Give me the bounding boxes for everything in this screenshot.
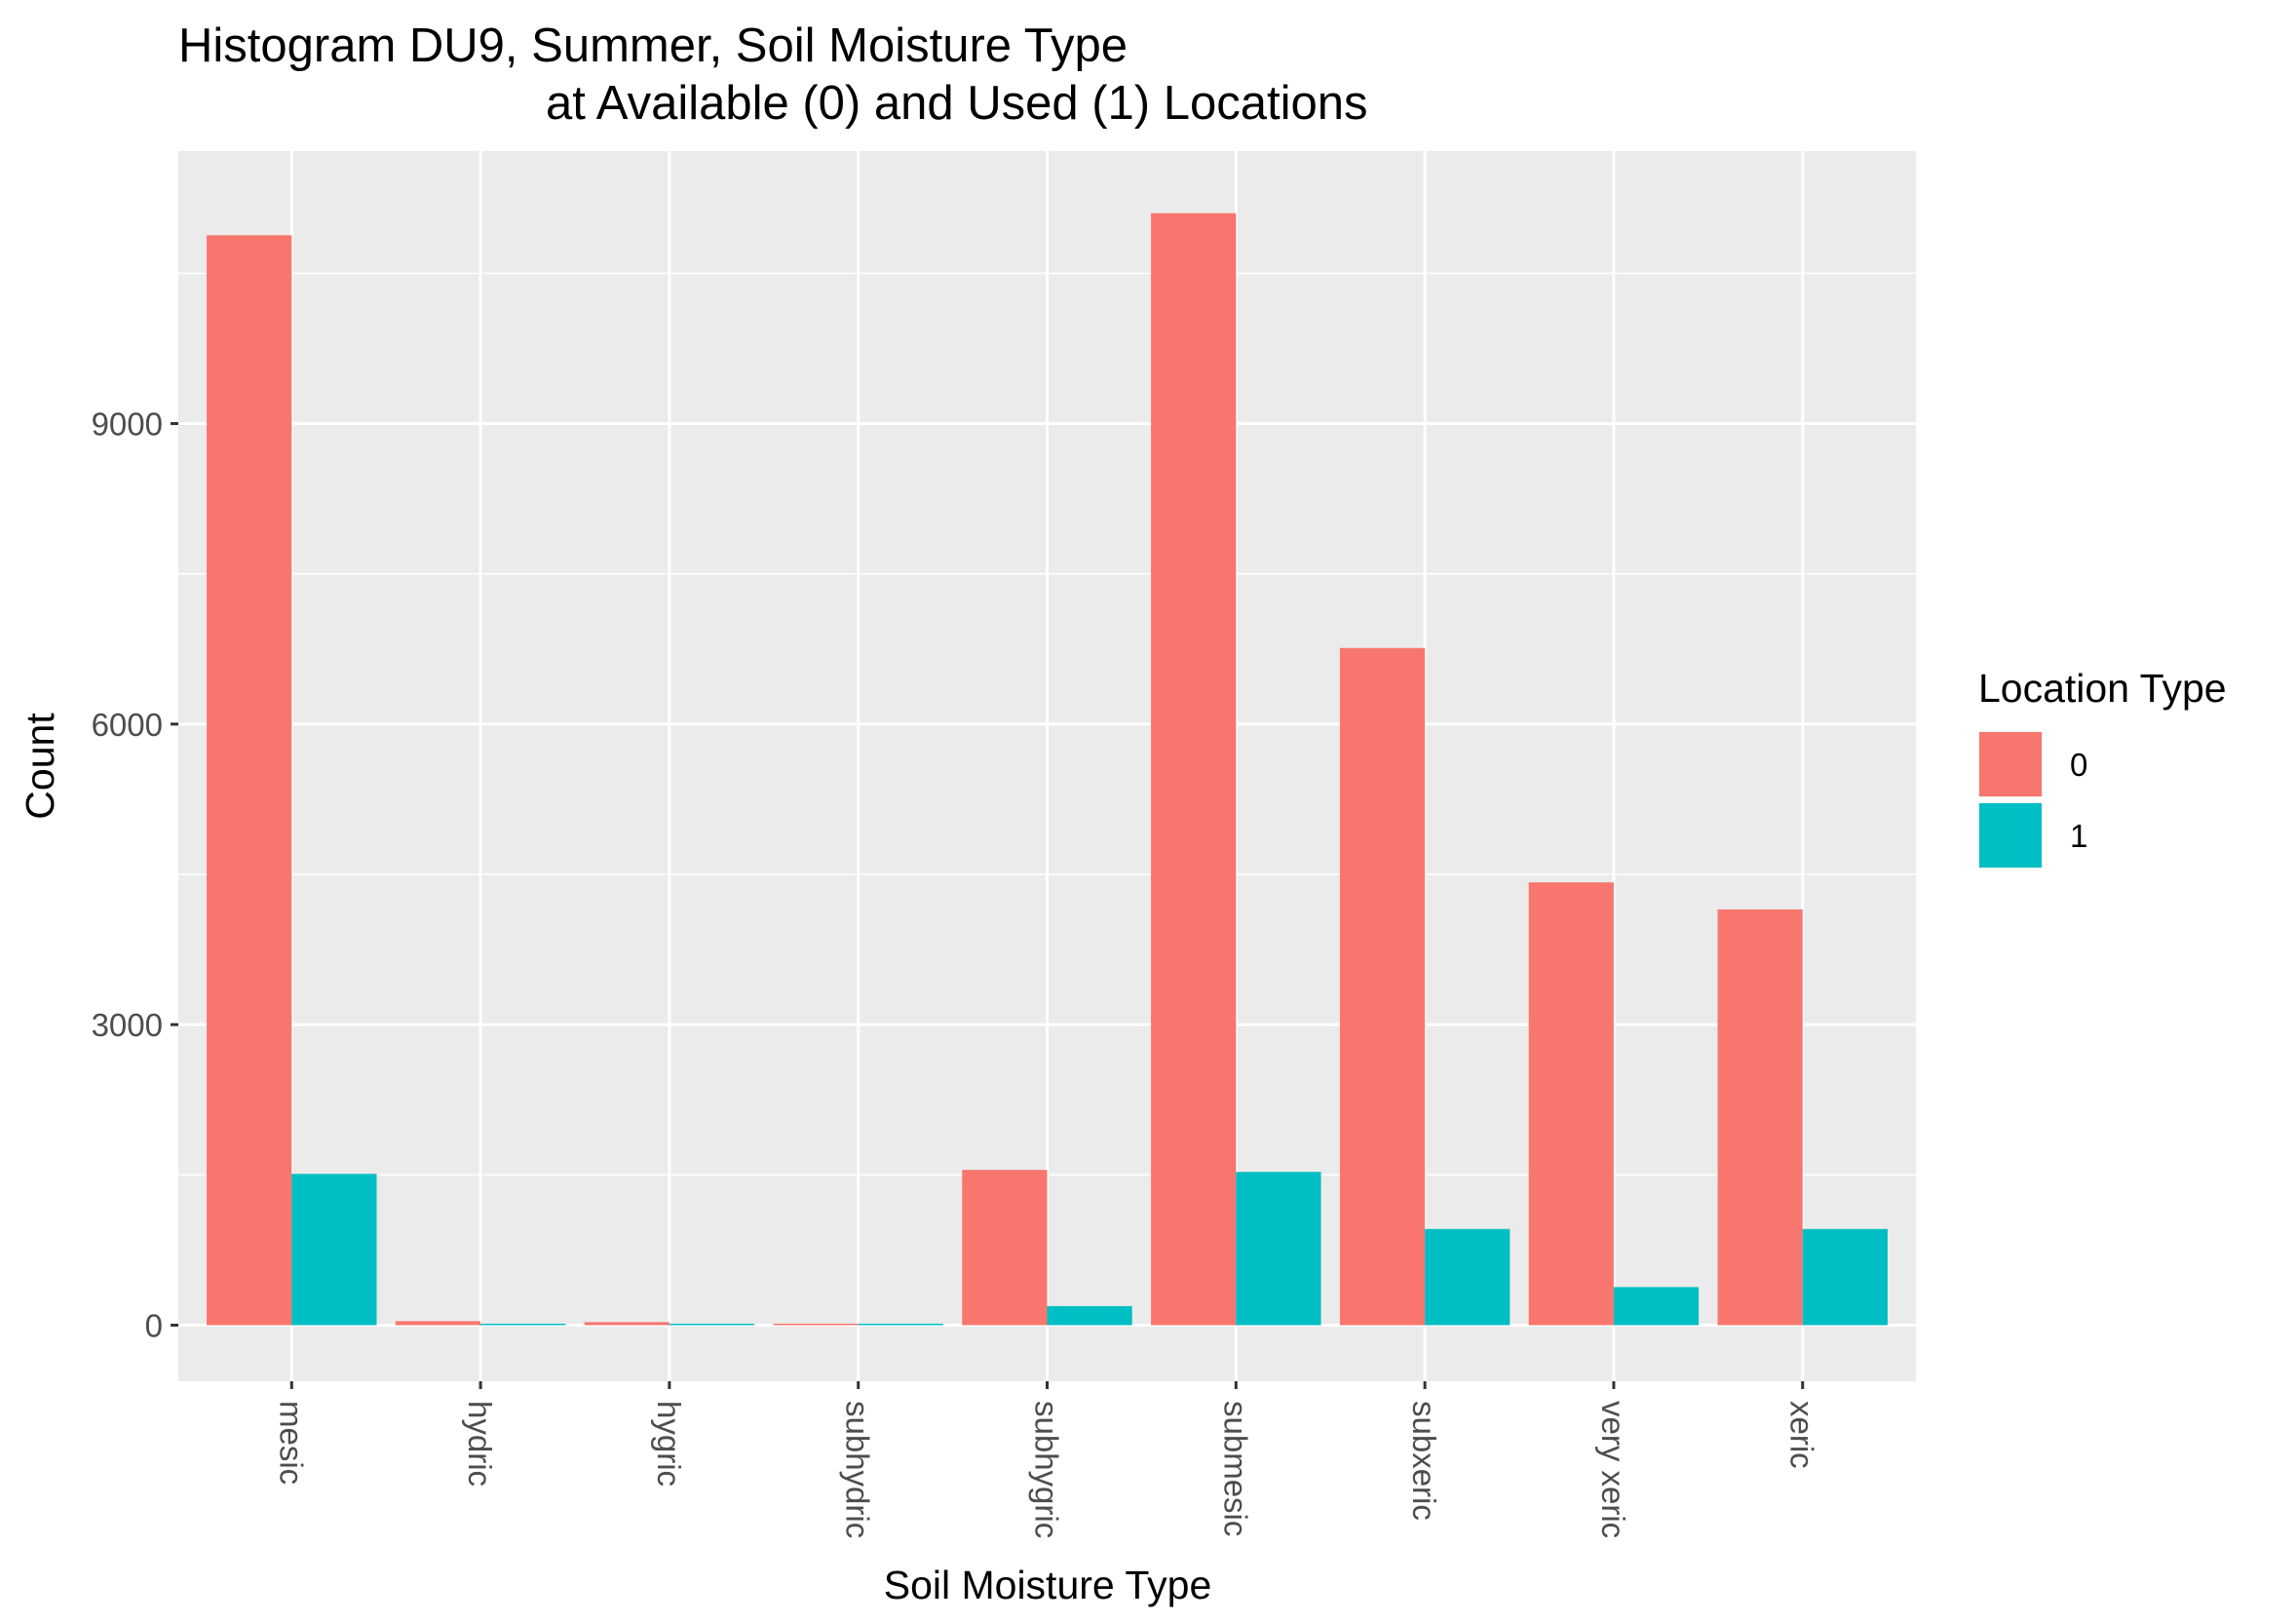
y-axis-title: Count [18,713,62,820]
legend-key-series-1 [1979,803,2042,868]
y-axis-ticks: 0 3000 6000 9000 [92,406,178,1343]
x-tick-label: hydric [462,1401,498,1487]
legend-label-series-0: 0 [2070,747,2087,783]
legend-title: Location Type [1978,666,2227,711]
bar-xeric-series-0 [1717,908,1803,1326]
x-tick-label: submesic [1217,1401,1253,1536]
bar-subhydric-series-1 [858,1323,943,1326]
bar-subhygric-series-0 [962,1170,1048,1326]
bar-subxeric-series-1 [1425,1228,1511,1326]
x-tick-label: mesic [273,1401,309,1485]
bars [207,213,1888,1326]
bar-mesic-series-0 [207,235,292,1326]
y-tick-label: 0 [145,1307,163,1343]
x-axis-title: Soil Moisture Type [884,1563,1212,1607]
bar-mesic-series-1 [291,1174,377,1326]
x-tick-label: very xeric [1595,1401,1631,1538]
y-tick-label: 6000 [92,707,163,743]
x-tick-label: subhygric [1029,1401,1065,1538]
bar-submesic-series-0 [1151,213,1237,1326]
bar-xeric-series-1 [1802,1228,1888,1326]
y-tick-label: 9000 [92,406,163,443]
bar-hydric-series-0 [395,1321,481,1326]
bar-hydric-series-1 [480,1323,566,1326]
bar-submesic-series-1 [1236,1172,1321,1326]
x-tick-label: xeric [1784,1401,1820,1469]
legend-key-series-0 [1979,732,2042,796]
bar-subxeric-series-0 [1339,647,1426,1326]
chart-title-line1: Histogram DU9, Summer, Soil Moisture Typ… [178,19,1128,72]
chart-title-line2: at Available (0) and Used (1) Locations [546,77,1367,130]
bar-very-xeric-series-1 [1613,1287,1700,1326]
bar-hygric-series-0 [584,1322,670,1326]
bar-subhygric-series-1 [1047,1305,1132,1326]
x-tick-label: subhydric [840,1401,876,1538]
bar-very-xeric-series-0 [1528,882,1614,1326]
bar-subhydric-series-0 [773,1323,859,1326]
x-axis-ticks: mesic hydric hygric subhydric subhygric subme… [273,1381,1820,1538]
x-tick-label: subxeric [1406,1401,1442,1521]
legend: 01 [1978,731,2087,869]
y-tick-label: 3000 [92,1007,163,1043]
bar-hygric-series-1 [669,1323,755,1326]
x-tick-label: hygric [651,1401,687,1487]
legend-label-series-1: 1 [2070,818,2087,854]
